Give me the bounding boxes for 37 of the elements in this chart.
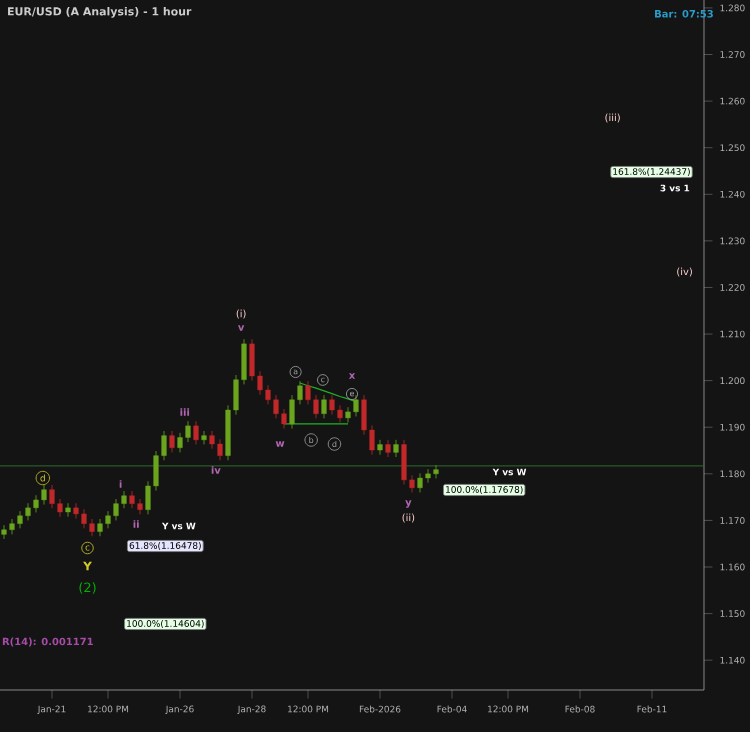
candlestick bbox=[321, 394, 327, 419]
candlestick bbox=[393, 439, 399, 458]
candlestick bbox=[377, 439, 383, 456]
candlestick bbox=[329, 394, 335, 416]
candlestick bbox=[65, 502, 71, 518]
candlestick bbox=[177, 432, 183, 453]
candlestick bbox=[129, 490, 135, 509]
candlestick bbox=[49, 484, 55, 509]
candlestick bbox=[81, 508, 87, 529]
candlestick bbox=[345, 406, 351, 423]
candlestick bbox=[337, 404, 343, 423]
candlestick bbox=[401, 439, 407, 485]
candlestick bbox=[425, 468, 431, 484]
candlestick bbox=[1, 524, 7, 540]
candlestick bbox=[89, 518, 95, 537]
candlestick bbox=[209, 430, 215, 450]
candlestick bbox=[201, 430, 207, 445]
candlestick bbox=[113, 498, 119, 521]
candlestick bbox=[9, 518, 15, 535]
candlestick bbox=[185, 420, 191, 443]
candlestick bbox=[25, 502, 31, 521]
candlestick bbox=[193, 420, 199, 445]
candlestick bbox=[433, 464, 439, 479]
candlestick bbox=[273, 394, 279, 419]
candlestick bbox=[417, 472, 423, 493]
candlestick bbox=[41, 484, 47, 505]
candlestick bbox=[73, 502, 79, 519]
candlestick bbox=[17, 510, 23, 529]
candlestick bbox=[385, 439, 391, 458]
candlestick bbox=[137, 498, 143, 515]
candlestick bbox=[353, 394, 359, 417]
candlestick bbox=[121, 490, 127, 509]
candlestick bbox=[169, 430, 175, 453]
candlestick bbox=[105, 510, 111, 529]
candlestick bbox=[33, 494, 39, 513]
candlestick bbox=[97, 518, 103, 537]
candlestick bbox=[217, 438, 223, 461]
